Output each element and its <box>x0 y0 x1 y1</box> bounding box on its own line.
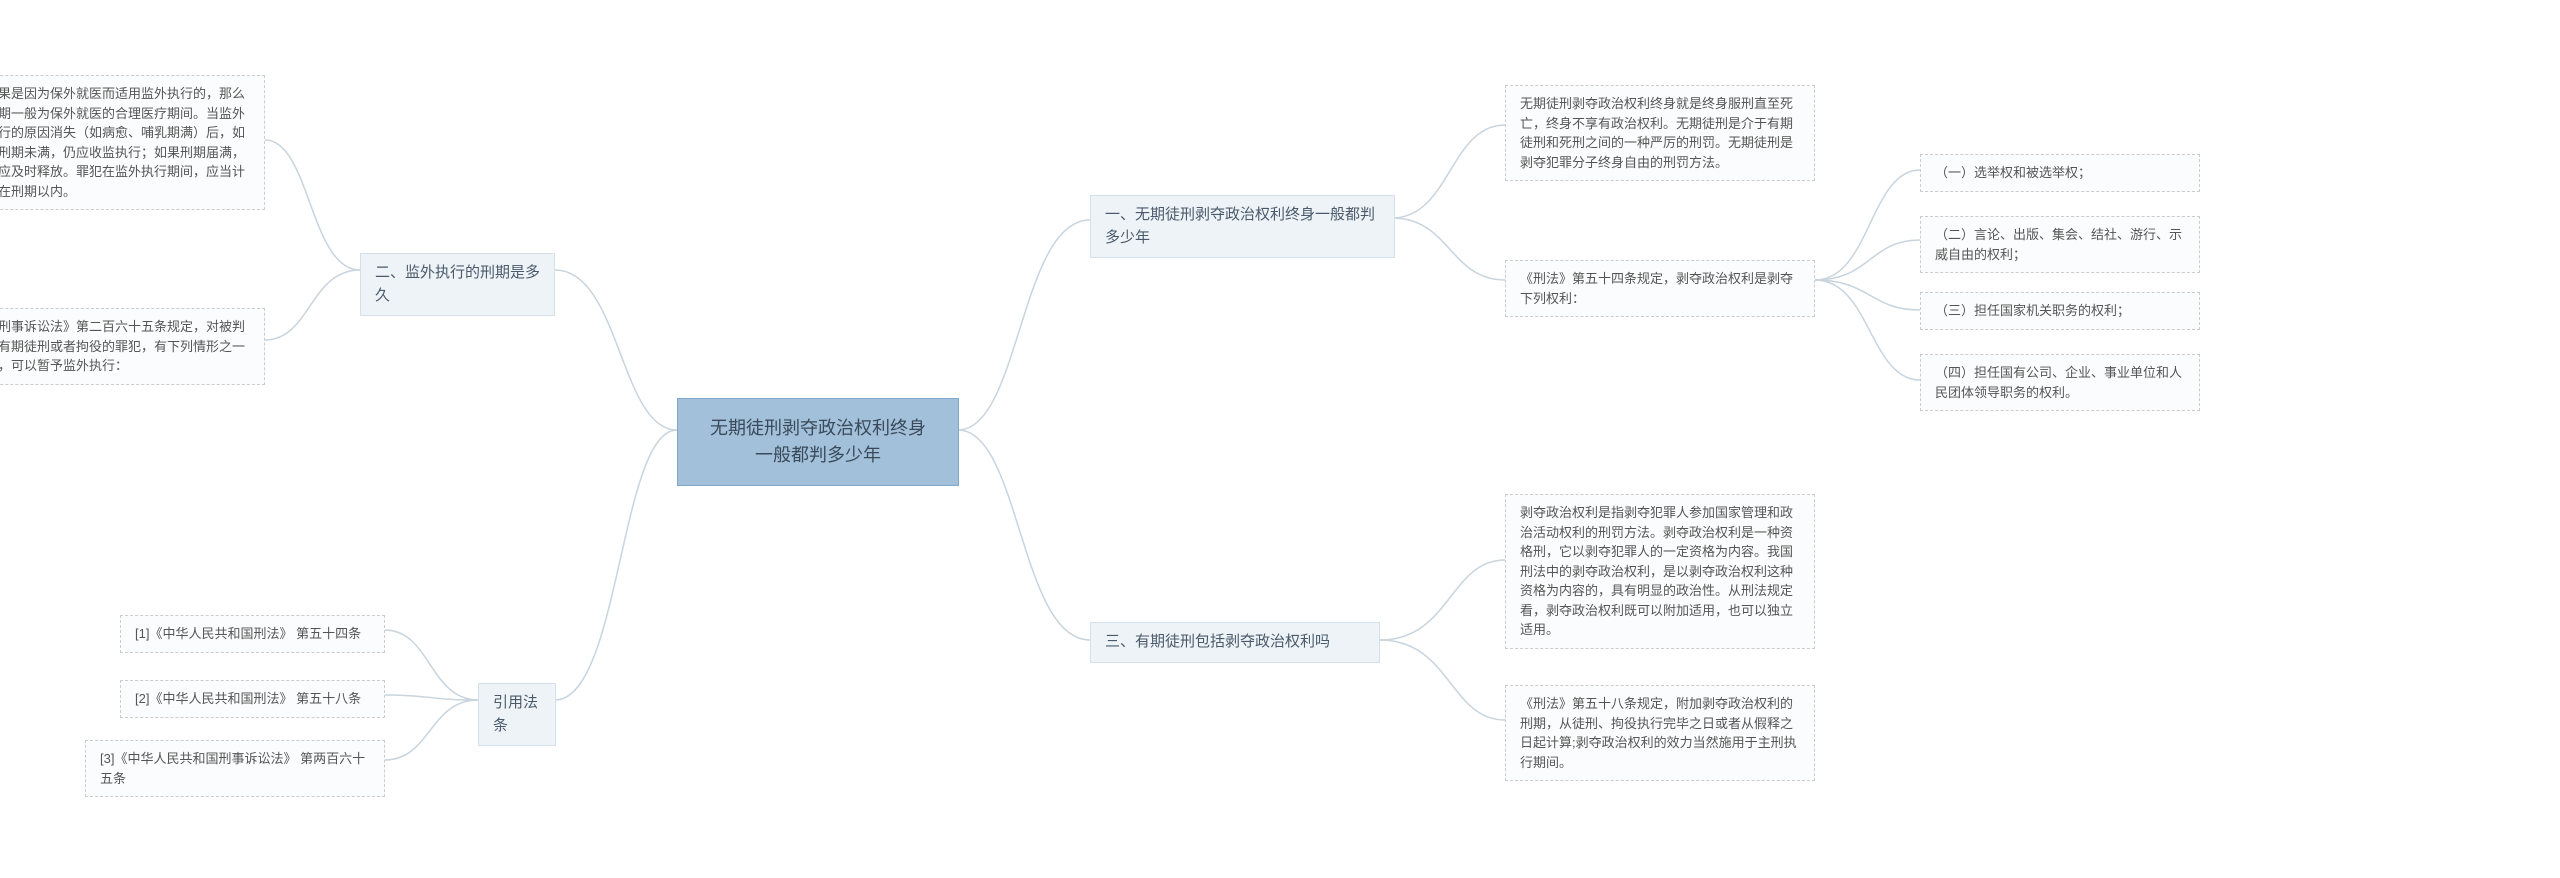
branch-2: 二、监外执行的刑期是多久 <box>360 253 555 316</box>
branch-3-leaf-2: 《刑法》第五十八条规定，附加剥夺政治权利的刑期，从徒刑、拘役执行完毕之日或者从假… <box>1505 685 1815 781</box>
b1-leaf2-3-text: （三）担任国家机关职务的权利； <box>1935 303 2130 318</box>
b4-leaf3-text: [3]《中华人民共和国刑事诉讼法》 第两百六十五条 <box>100 751 365 786</box>
b2-leaf1-text: 如果是因为保外就医而适用监外执行的，那么刑期一般为保外就医的合理医疗期间。当监外… <box>0 86 245 199</box>
branch-2-leaf-1: 如果是因为保外就医而适用监外执行的，那么刑期一般为保外就医的合理医疗期间。当监外… <box>0 75 265 210</box>
b1-leaf2-text: 《刑法》第五十四条规定，剥夺政治权利是剥夺下列权利： <box>1520 271 1793 306</box>
branch-3: 三、有期徒刑包括剥夺政治权利吗 <box>1090 622 1380 663</box>
branch-4-title: 引用法条 <box>493 694 538 734</box>
branch-1: 一、无期徒刑剥夺政治权利终身一般都判多少年 <box>1090 195 1395 258</box>
b1-leaf1-text: 无期徒刑剥夺政治权利终身就是终身服刑直至死亡，终身不享有政治权利。无期徒刑是介于… <box>1520 96 1793 170</box>
b3-leaf2-text: 《刑法》第五十八条规定，附加剥夺政治权利的刑期，从徒刑、拘役执行完毕之日或者从假… <box>1520 696 1797 770</box>
b3-leaf1-text: 剥夺政治权利是指剥夺犯罪人参加国家管理和政治活动权利的刑罚方法。剥夺政治权利是一… <box>1520 505 1793 637</box>
branch-1-leaf-2-4: （四）担任国有公司、企业、事业单位和人民团体领导职务的权利。 <box>1920 354 2200 411</box>
root-node: 无期徒刑剥夺政治权利终身一般都判多少年 <box>677 398 959 486</box>
b1-leaf2-2-text: （二）言论、出版、集会、结社、游行、示威自由的权利； <box>1935 227 2182 262</box>
b1-leaf2-4-text: （四）担任国有公司、企业、事业单位和人民团体领导职务的权利。 <box>1935 365 2182 400</box>
branch-3-leaf-1: 剥夺政治权利是指剥夺犯罪人参加国家管理和政治活动权利的刑罚方法。剥夺政治权利是一… <box>1505 494 1815 649</box>
branch-4-leaf-1: [1]《中华人民共和国刑法》 第五十四条 <box>120 615 385 653</box>
b4-leaf1-text: [1]《中华人民共和国刑法》 第五十四条 <box>135 626 361 641</box>
branch-1-leaf-2: 《刑法》第五十四条规定，剥夺政治权利是剥夺下列权利： <box>1505 260 1815 317</box>
branch-4-leaf-2: [2]《中华人民共和国刑法》 第五十八条 <box>120 680 385 718</box>
branch-2-title: 二、监外执行的刑期是多久 <box>375 264 540 304</box>
b1-leaf2-1-text: （一）选举权和被选举权； <box>1935 165 2091 180</box>
branch-3-title: 三、有期徒刑包括剥夺政治权利吗 <box>1105 633 1330 650</box>
b2-leaf2-text: 《刑事诉讼法》第二百六十五条规定，对被判处有期徒刑或者拘役的罪犯，有下列情形之一… <box>0 319 245 373</box>
branch-2-leaf-2: 《刑事诉讼法》第二百六十五条规定，对被判处有期徒刑或者拘役的罪犯，有下列情形之一… <box>0 308 265 385</box>
branch-1-title: 一、无期徒刑剥夺政治权利终身一般都判多少年 <box>1105 206 1375 246</box>
branch-1-leaf-2-2: （二）言论、出版、集会、结社、游行、示威自由的权利； <box>1920 216 2200 273</box>
b4-leaf2-text: [2]《中华人民共和国刑法》 第五十八条 <box>135 691 361 706</box>
branch-1-leaf-1: 无期徒刑剥夺政治权利终身就是终身服刑直至死亡，终身不享有政治权利。无期徒刑是介于… <box>1505 85 1815 181</box>
branch-4-leaf-3: [3]《中华人民共和国刑事诉讼法》 第两百六十五条 <box>85 740 385 797</box>
branch-1-leaf-2-1: （一）选举权和被选举权； <box>1920 154 2200 192</box>
branch-1-leaf-2-3: （三）担任国家机关职务的权利； <box>1920 292 2200 330</box>
branch-4: 引用法条 <box>478 683 556 746</box>
root-text: 无期徒刑剥夺政治权利终身一般都判多少年 <box>710 418 926 465</box>
